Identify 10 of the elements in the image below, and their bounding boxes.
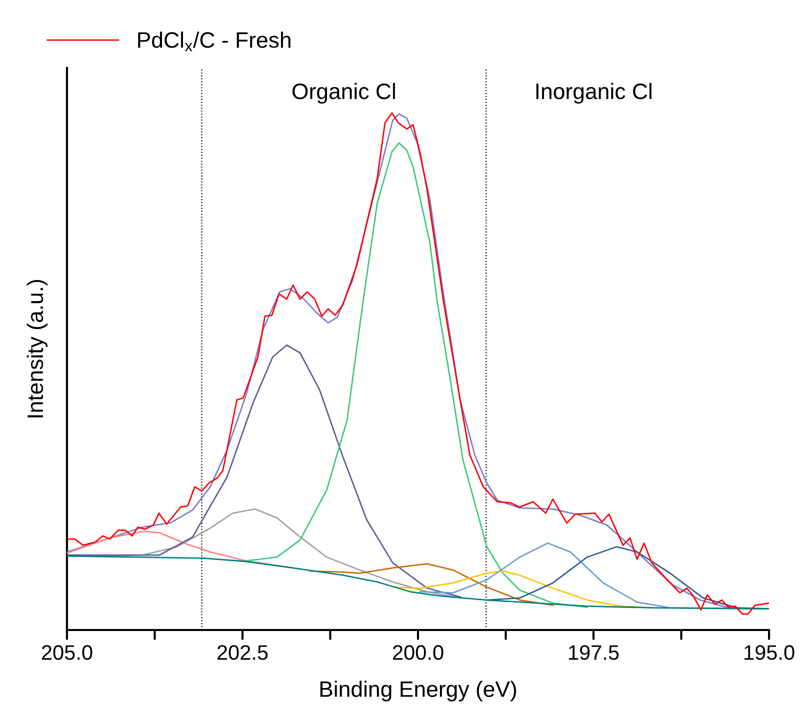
y-axis-title: Intensity (a.u.): [26, 280, 48, 418]
x-tick-label: 205.0: [42, 645, 92, 660]
x-tick-label: 195.0: [744, 645, 794, 660]
text: Organic Cl: [292, 82, 395, 104]
legend-label: PdCl$_{x}$/C - Fresh: [138, 32, 290, 52]
x-tick-label: 197.5: [569, 645, 619, 660]
x-tick-label: 200.0: [392, 645, 444, 660]
x-tick-label: 202.5: [217, 645, 268, 660]
x-axis-title: Binding Energy (eV): [320, 680, 516, 702]
text: Inorganic Cl: [536, 82, 652, 104]
